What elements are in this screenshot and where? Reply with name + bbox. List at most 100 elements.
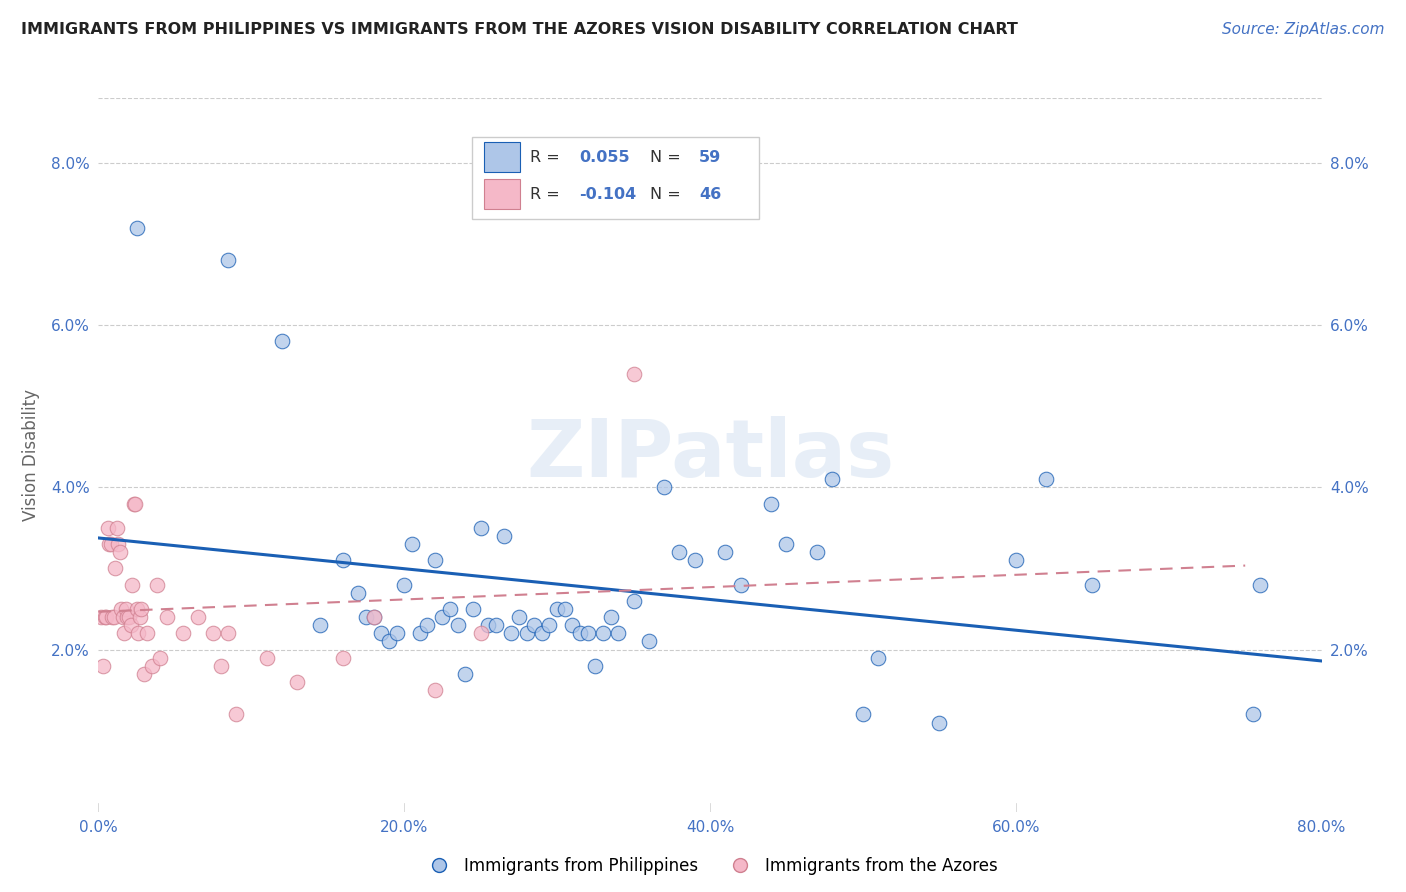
Point <box>1249 577 1271 591</box>
Point <box>117 610 139 624</box>
Point <box>821 472 844 486</box>
Point <box>172 626 194 640</box>
Point <box>93 610 115 624</box>
Point <box>363 610 385 624</box>
Point <box>668 545 690 559</box>
FancyBboxPatch shape <box>484 143 520 172</box>
Point <box>217 253 239 268</box>
Point <box>592 626 614 640</box>
Point <box>1004 553 1026 567</box>
Point <box>104 561 127 575</box>
Point <box>285 675 308 690</box>
Point <box>100 537 122 551</box>
Point <box>145 577 167 591</box>
Point <box>523 618 546 632</box>
Point <box>129 602 152 616</box>
Point <box>121 577 143 591</box>
Point <box>122 497 145 511</box>
Point <box>347 586 370 600</box>
Legend: Immigrants from Philippines, Immigrants from the Azores: Immigrants from Philippines, Immigrants … <box>416 851 1004 882</box>
Point <box>516 626 538 640</box>
Point <box>149 650 172 665</box>
Point <box>470 626 492 640</box>
Point <box>108 545 131 559</box>
Text: R =: R = <box>530 150 565 165</box>
Point <box>90 610 112 624</box>
Point <box>134 666 156 681</box>
Text: -0.104: -0.104 <box>579 187 637 202</box>
Point <box>508 610 530 624</box>
Point <box>101 610 124 624</box>
Point <box>868 650 890 665</box>
Point <box>730 577 752 591</box>
Point <box>256 650 278 665</box>
Point <box>97 521 120 535</box>
Point <box>485 618 508 632</box>
Point <box>461 602 484 616</box>
Point <box>209 658 232 673</box>
Point <box>370 626 392 640</box>
Point <box>354 610 377 624</box>
Point <box>270 334 292 349</box>
Point <box>454 666 477 681</box>
Point <box>423 553 446 567</box>
Point <box>363 610 385 624</box>
Point <box>217 626 239 640</box>
Point <box>136 626 159 640</box>
Point <box>107 537 129 551</box>
Text: 59: 59 <box>699 150 721 165</box>
Point <box>378 634 401 648</box>
Point <box>98 537 121 551</box>
Point <box>583 658 606 673</box>
Point <box>576 626 599 640</box>
Point <box>569 626 592 640</box>
Point <box>501 626 523 640</box>
Point <box>125 602 148 616</box>
Point <box>623 367 645 381</box>
Point <box>125 220 148 235</box>
Point <box>111 610 134 624</box>
Point <box>432 610 454 624</box>
Text: 46: 46 <box>699 187 721 202</box>
FancyBboxPatch shape <box>484 179 520 210</box>
Point <box>115 602 138 616</box>
Point <box>110 602 132 616</box>
Point <box>683 553 706 567</box>
Point <box>447 618 470 632</box>
Text: ZIPatlas: ZIPatlas <box>526 416 894 494</box>
Text: R =: R = <box>530 187 565 202</box>
Text: 0.055: 0.055 <box>579 150 630 165</box>
Point <box>652 480 675 494</box>
Point <box>332 553 354 567</box>
Point <box>94 610 117 624</box>
Point <box>530 626 553 640</box>
Point <box>141 658 163 673</box>
Point <box>401 537 423 551</box>
Point <box>385 626 408 640</box>
Point <box>623 594 645 608</box>
FancyBboxPatch shape <box>471 137 759 219</box>
Point <box>492 529 515 543</box>
Point <box>187 610 209 624</box>
Point <box>128 610 150 624</box>
Text: IMMIGRANTS FROM PHILIPPINES VS IMMIGRANTS FROM THE AZORES VISION DISABILITY CORR: IMMIGRANTS FROM PHILIPPINES VS IMMIGRANT… <box>21 22 1018 37</box>
Text: Source: ZipAtlas.com: Source: ZipAtlas.com <box>1222 22 1385 37</box>
Point <box>561 618 583 632</box>
Point <box>554 602 576 616</box>
Point <box>202 626 225 640</box>
Point <box>416 618 439 632</box>
Point <box>127 626 149 640</box>
Point <box>408 626 430 640</box>
Point <box>1241 707 1264 722</box>
Point <box>775 537 797 551</box>
Point <box>806 545 828 559</box>
Point <box>332 650 354 665</box>
Point <box>309 618 332 632</box>
Point <box>103 610 125 624</box>
Point <box>852 707 875 722</box>
Point <box>1081 577 1104 591</box>
Point <box>392 577 416 591</box>
Text: N =: N = <box>650 150 686 165</box>
Y-axis label: Vision Disability: Vision Disability <box>22 389 41 521</box>
Point <box>156 610 179 624</box>
